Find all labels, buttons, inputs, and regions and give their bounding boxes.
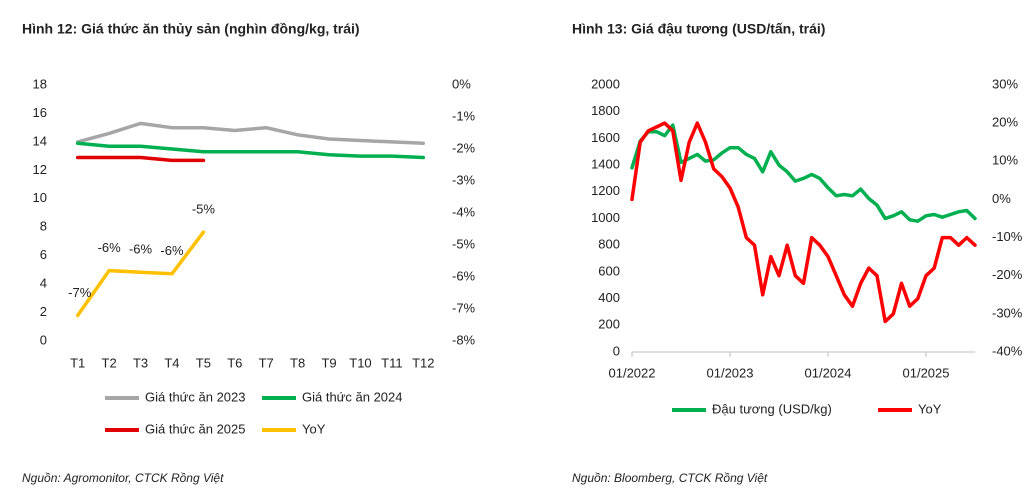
y-tick-label: 12 — [33, 162, 47, 177]
y2-tick-label: 10% — [992, 153, 1018, 168]
y2-tick-label: -5% — [452, 236, 476, 251]
series-line — [75, 155, 206, 163]
source-note: Nguồn: Agromonitor, CTCK Rồng Việt — [22, 471, 224, 485]
y2-tick-label: -4% — [452, 204, 476, 219]
x-tick-label: T11 — [381, 355, 402, 370]
y2-tick-label: 30% — [992, 76, 1018, 91]
x-tick-label: T6 — [227, 355, 242, 370]
series-line — [630, 121, 977, 324]
chart-title: Hình 13: Giá đậu tương (USD/tấn, trái) — [572, 21, 825, 37]
y2-tick-label: -30% — [992, 305, 1023, 320]
y2-tick-label: -8% — [452, 332, 476, 347]
y-tick-label: 1400 — [591, 157, 620, 172]
data-label: -6% — [160, 243, 184, 258]
y2-tick-label: -7% — [452, 300, 476, 315]
x-tick-label: 01/2022 — [609, 365, 656, 380]
y-tick-label: 2 — [40, 304, 47, 319]
series-line — [630, 123, 977, 223]
x-tick-label: T5 — [196, 355, 211, 370]
y2-tick-label: 20% — [992, 115, 1018, 130]
legend-label: YoY — [918, 401, 942, 416]
y-tick-label: 18 — [33, 76, 47, 91]
x-tick-label: T12 — [412, 355, 434, 370]
series-line — [75, 230, 206, 318]
legend-label: Giá thức ăn 2023 — [145, 389, 246, 404]
y2-tick-label: -10% — [992, 229, 1023, 244]
y-tick-label: 10 — [33, 190, 47, 205]
y-tick-label: 200 — [598, 317, 620, 332]
legend-label: YoY — [302, 421, 326, 436]
y2-tick-label: 0% — [992, 191, 1011, 206]
y-tick-label: 16 — [33, 105, 47, 120]
series-line — [75, 141, 426, 160]
y-tick-label: 1600 — [591, 130, 620, 145]
data-label: -7% — [68, 285, 92, 300]
x-tick-label: T1 — [70, 355, 85, 370]
y-tick-label: 0 — [40, 332, 47, 347]
x-tick-label: T4 — [164, 355, 179, 370]
legend-label: Giá thức ăn 2025 — [145, 421, 246, 436]
x-tick-label: T8 — [290, 355, 305, 370]
source-note: Nguồn: Bloomberg, CTCK Rồng Việt — [572, 471, 768, 485]
data-label: -6% — [129, 242, 153, 257]
y-tick-label: 14 — [33, 133, 47, 148]
x-tick-label: 01/2023 — [707, 365, 754, 380]
x-tick-label: 01/2025 — [903, 365, 950, 380]
data-label: -5% — [192, 202, 216, 217]
y-tick-label: 2000 — [591, 76, 620, 91]
data-label: -6% — [98, 240, 122, 255]
y-tick-label: 0 — [613, 343, 620, 358]
x-tick-label: T3 — [133, 355, 148, 370]
y2-tick-label: -2% — [452, 140, 476, 155]
y-tick-label: 400 — [598, 290, 620, 305]
legend-label: Đậu tương (USD/kg) — [712, 401, 832, 416]
y-tick-label: 1800 — [591, 103, 620, 118]
y-tick-label: 1000 — [591, 210, 620, 225]
x-tick-label: T2 — [102, 355, 117, 370]
y-tick-label: 4 — [40, 276, 47, 291]
y-tick-label: 600 — [598, 263, 620, 278]
y2-tick-label: -40% — [992, 343, 1023, 358]
y-tick-label: 6 — [40, 247, 47, 262]
chart-title: Hình 12: Giá thức ăn thủy sản (nghìn đồn… — [22, 21, 360, 37]
y2-tick-label: -6% — [452, 268, 476, 283]
y-tick-label: 8 — [40, 219, 47, 234]
y-tick-label: 800 — [598, 237, 620, 252]
x-tick-label: T7 — [259, 355, 274, 370]
legend-label: Giá thức ăn 2024 — [302, 389, 403, 404]
series-line — [75, 121, 426, 146]
x-tick-label: T10 — [349, 355, 371, 370]
x-tick-label: 01/2024 — [805, 365, 852, 380]
x-tick-label: T9 — [321, 355, 336, 370]
y-tick-label: 1200 — [591, 183, 620, 198]
y2-tick-label: 0% — [452, 76, 471, 91]
y2-tick-label: -20% — [992, 267, 1023, 282]
y2-tick-label: -1% — [452, 108, 476, 123]
y2-tick-label: -3% — [452, 172, 476, 187]
